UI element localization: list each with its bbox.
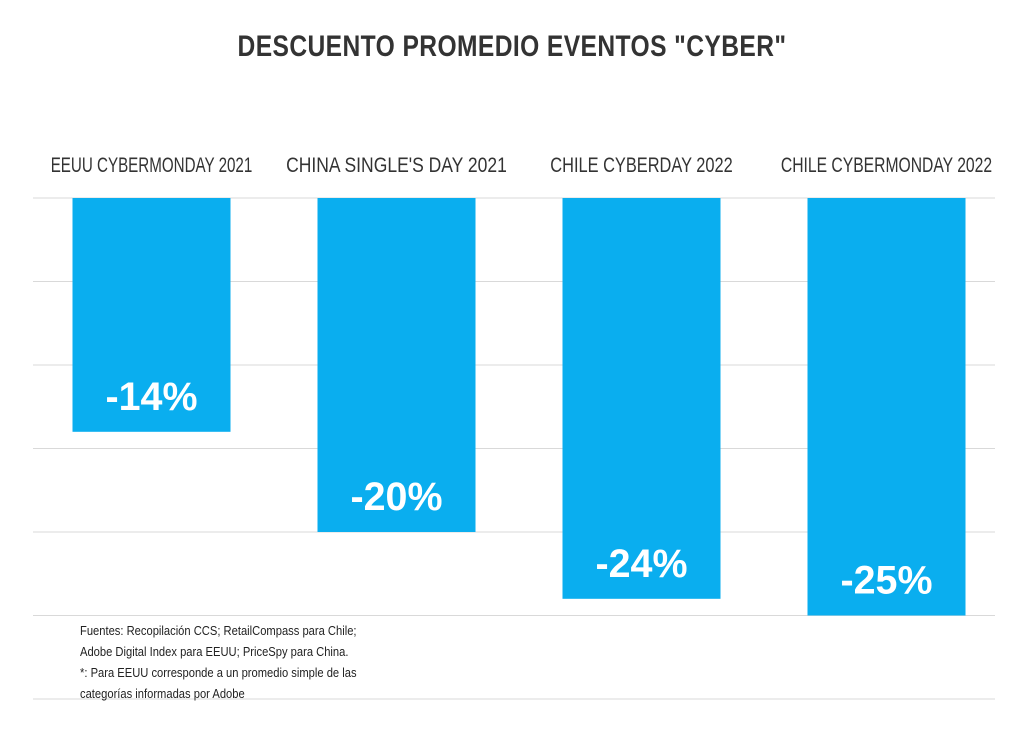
category-label: EEUU CYBERMONDAY 2021 — [51, 154, 253, 177]
data-label: -20% — [351, 475, 443, 519]
category-label: CHINA SINGLE'S DAY 2021 — [286, 154, 507, 177]
footnote-line: Fuentes: Recopilación CCS; RetailCompass… — [80, 623, 357, 638]
footnote-line: *: Para EEUU corresponde a un promedio s… — [80, 665, 357, 680]
bar — [317, 198, 476, 532]
data-label: -24% — [596, 542, 688, 586]
footnote-line: Adobe Digital Index para EEUU; PriceSpy … — [80, 644, 349, 659]
category-label: CHILE CYBERMONDAY 2022 — [781, 154, 992, 177]
bar — [807, 198, 966, 616]
data-label: -25% — [841, 559, 933, 603]
footnote: Fuentes: Recopilación CCS; RetailCompass… — [80, 620, 400, 704]
data-label: -14% — [106, 375, 198, 419]
bar — [562, 198, 721, 599]
category-label: CHILE CYBERDAY 2022 — [550, 154, 732, 177]
chart-title: DESCUENTO PROMEDIO EVENTOS "CYBER" — [237, 30, 787, 63]
bar — [72, 198, 231, 432]
footnote-line: categorías informadas por Adobe — [80, 686, 245, 701]
